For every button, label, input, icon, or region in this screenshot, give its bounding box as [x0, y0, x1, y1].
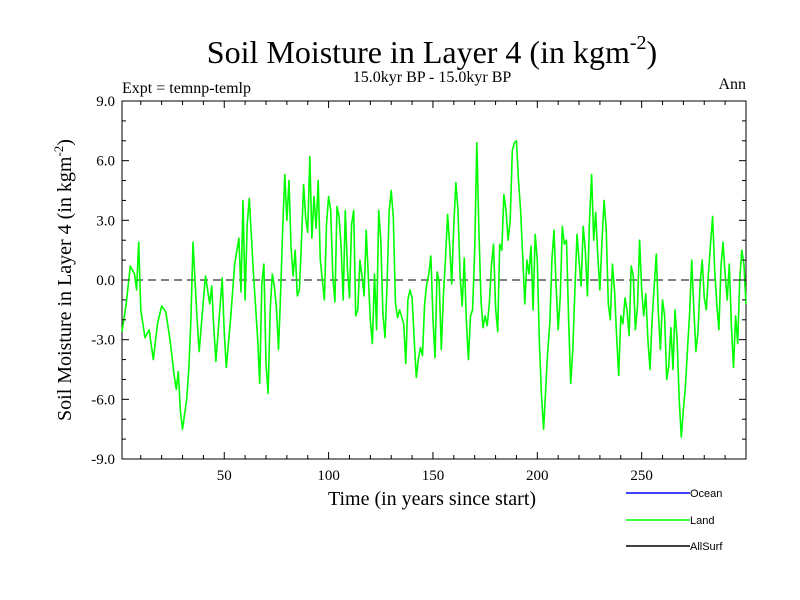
legend-item-allsurf: AllSurf [626, 541, 723, 553]
series-line-land [121, 140, 747, 438]
chart-subtitle: 15.0kyr BP - 15.0kyr BP [353, 69, 512, 86]
y-tick-label: -3.0 [91, 333, 115, 349]
legend-item-ocean: Ocean [626, 488, 722, 500]
legend-label-ocean: Ocean [690, 488, 722, 500]
y-tick-label: 0.0 [96, 273, 115, 289]
chart-title: Soil Moisture in Layer 4 (in kgm-2) [207, 32, 657, 70]
y-tick-label: 9.0 [96, 94, 115, 110]
y-tick-label: 6.0 [96, 154, 115, 170]
y-axis-label: Soil Moisture in Layer 4 (in kgm-2) [51, 139, 76, 421]
period-label: Ann [718, 76, 746, 93]
experiment-label: Expt = temnp-temlp [122, 80, 251, 97]
legend-label-land: Land [690, 515, 714, 527]
x-axis-label: Time (in years since start) [328, 488, 536, 510]
legend-label-allsurf: AllSurf [690, 541, 723, 553]
y-tick-label: -6.0 [91, 392, 115, 408]
x-tick-label: 150 [422, 468, 445, 484]
x-tick-label: 50 [217, 468, 232, 484]
y-tick-label: 3.0 [96, 213, 115, 229]
x-tick-label: 100 [317, 468, 340, 484]
x-tick-label: 200 [526, 468, 549, 484]
x-tick-label: 250 [630, 468, 653, 484]
legend: Ocean Land AllSurf [626, 488, 723, 553]
legend-item-land: Land [626, 515, 714, 527]
y-tick-label: -9.0 [91, 452, 115, 468]
